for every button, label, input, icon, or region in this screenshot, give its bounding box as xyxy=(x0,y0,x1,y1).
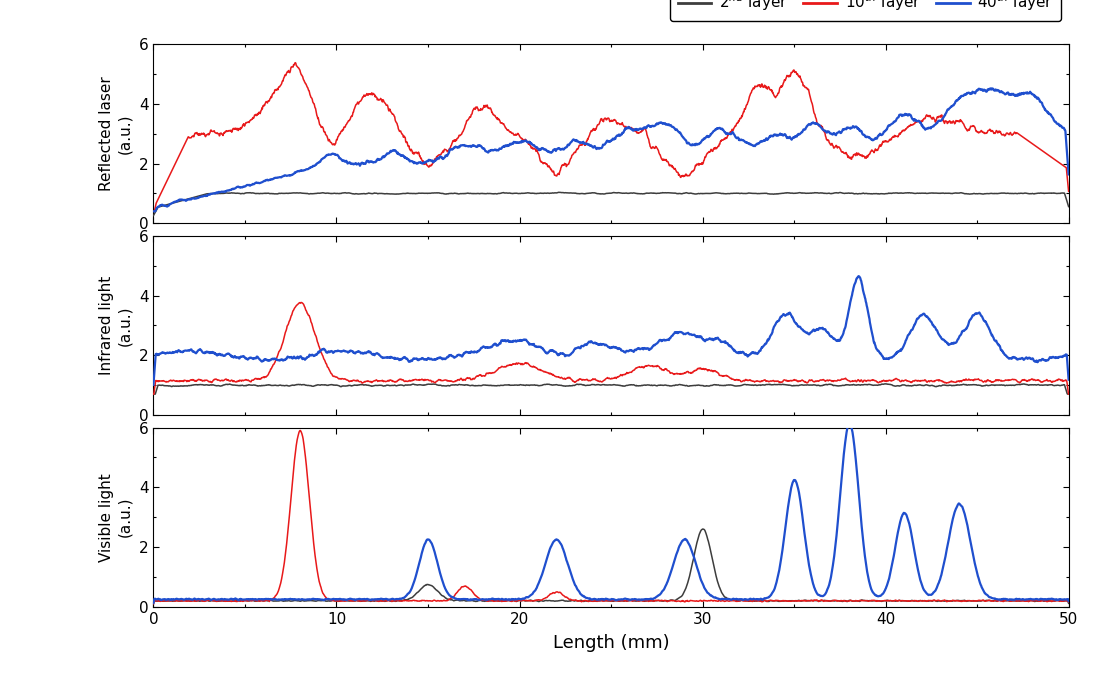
Legend: 2$^{nd}$ layer, 10$^{th}$ layer, 40$^{th}$ layer: 2$^{nd}$ layer, 10$^{th}$ layer, 40$^{th… xyxy=(670,0,1061,20)
Y-axis label: Visible light
(a.u.): Visible light (a.u.) xyxy=(100,473,132,561)
Y-axis label: Reflected laser
(a.u.): Reflected laser (a.u.) xyxy=(100,77,132,191)
X-axis label: Length (mm): Length (mm) xyxy=(552,634,670,652)
Y-axis label: Infrared light
(a.u.): Infrared light (a.u.) xyxy=(100,276,132,375)
